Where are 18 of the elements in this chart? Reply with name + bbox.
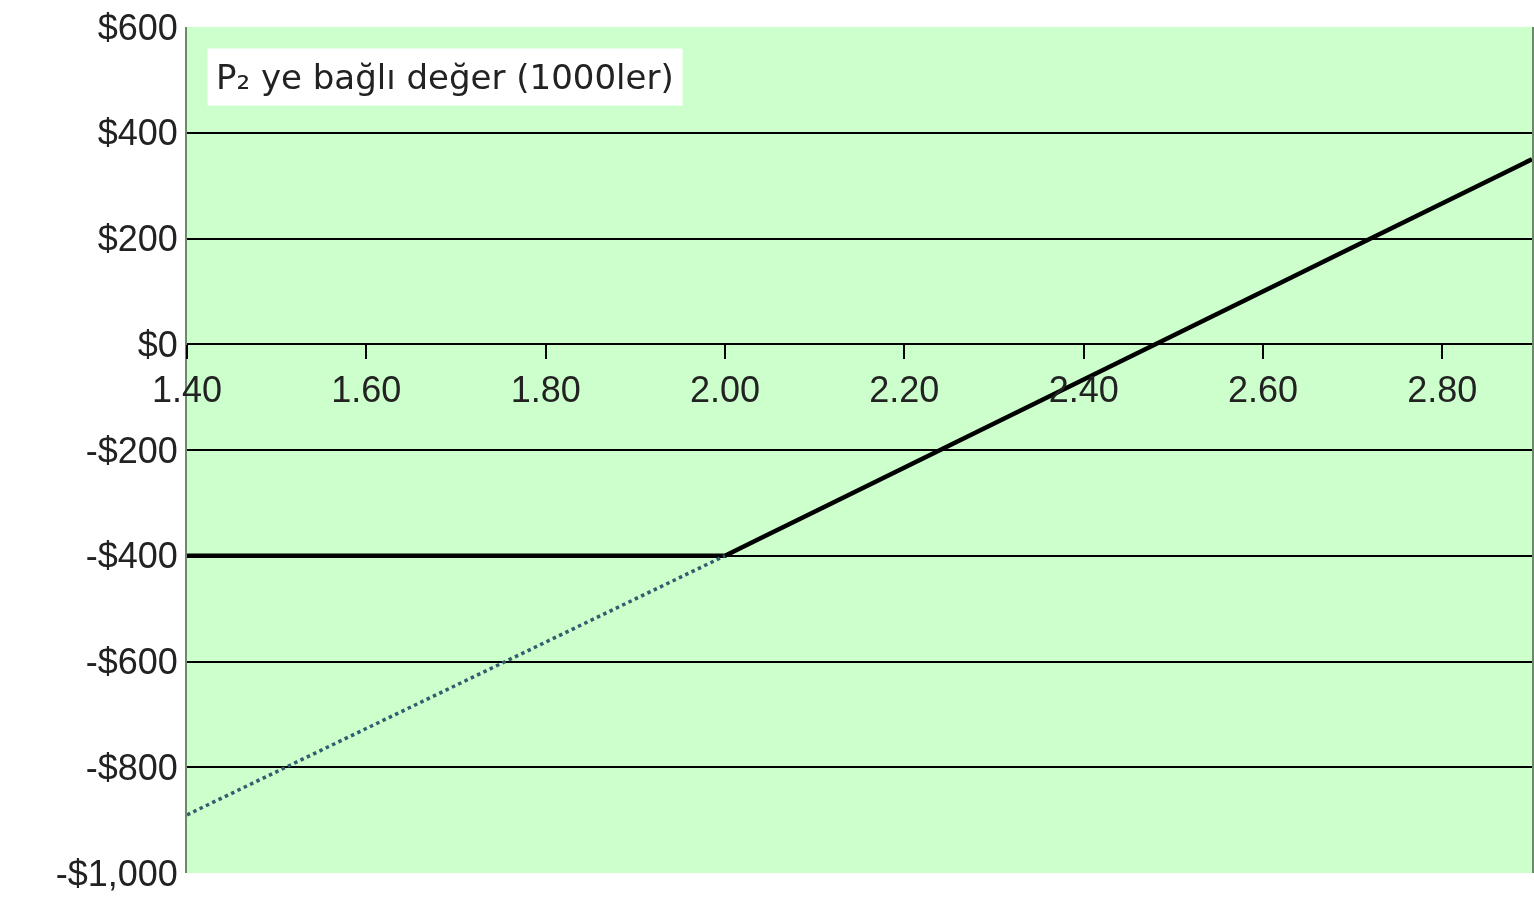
text: P₂ ye bağlı değer (1000ler): [216, 57, 674, 97]
x-tick-label: 2.40: [1048, 369, 1119, 411]
y-tick-label: -$200: [85, 429, 178, 471]
y-tick-label: $0: [137, 323, 178, 365]
y-tick-label: -$600: [85, 641, 178, 683]
x-tick-label: 2.80: [1407, 369, 1478, 411]
x-tick-label: 2.60: [1227, 369, 1299, 411]
y-tick-label: -$400: [85, 535, 178, 577]
x-tick-label: 2.20: [869, 369, 940, 411]
x-tick-label: 1.60: [331, 369, 402, 411]
x-tick-label: 1.80: [510, 369, 581, 411]
y-tick-label: -$1,000: [55, 852, 178, 894]
y-tick-label: $600: [97, 6, 178, 48]
y-tick-label: $200: [97, 218, 178, 260]
x-tick-label: 2.00: [689, 369, 761, 411]
x-tick-label: 1.40: [151, 369, 223, 411]
y-tick-label: -$800: [85, 746, 178, 788]
y-tick-label: $400: [97, 112, 178, 154]
